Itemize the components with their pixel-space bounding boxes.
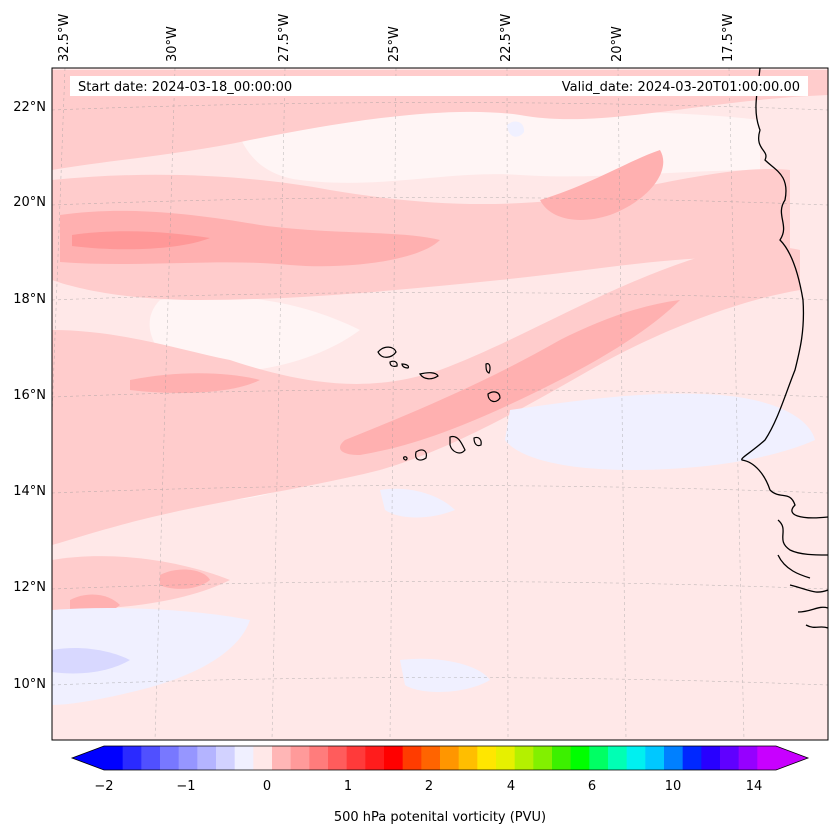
colorbar-swatch	[738, 746, 758, 770]
pv-negative	[380, 488, 455, 518]
lon-label: 20°W	[610, 26, 625, 62]
colorbar-extend-max	[776, 746, 808, 770]
lon-label: 27.5°W	[277, 14, 292, 62]
colorbar-tick: 6	[588, 779, 596, 794]
pv-max	[60, 210, 440, 267]
colorbar-swatch	[178, 746, 198, 770]
colorbar-swatch	[365, 746, 385, 770]
colorbar-swatch	[682, 746, 702, 770]
valid-date-label: Valid_date: 2024-03-20T01:00:00.00	[562, 80, 800, 95]
longitude-labels: 32.5°W 30°W 27.5°W 25°W 22.5°W 20°W 17.5…	[57, 14, 736, 62]
colorbar-swatch	[458, 746, 478, 770]
pv-max	[160, 569, 210, 589]
pv-negative	[52, 608, 250, 705]
lat-label: 16°N	[13, 388, 46, 403]
colorbar-swatch	[141, 746, 161, 770]
pv-max	[540, 150, 664, 220]
colorbar-swatch	[160, 746, 180, 770]
lon-label: 30°W	[165, 26, 180, 62]
colorbar-swatch	[757, 746, 777, 770]
map-frame	[51, 67, 829, 741]
colorbar-swatch	[533, 746, 553, 770]
colorbar-swatch	[664, 746, 684, 770]
colorbar-swatch	[552, 746, 572, 770]
pv-max	[72, 231, 210, 250]
lon-label: 22.5°W	[499, 14, 514, 62]
colorbar-swatch	[570, 746, 590, 770]
colorbar-swatch	[384, 746, 404, 770]
colorbar	[70, 745, 810, 771]
colorbar-swatch	[272, 746, 292, 770]
lat-label: 20°N	[13, 195, 46, 210]
colorbar-tick: −1	[176, 779, 195, 794]
lon-label: 25°W	[387, 26, 402, 62]
lat-label: 12°N	[13, 580, 46, 595]
lon-label: 17.5°W	[721, 14, 736, 62]
lat-label: 10°N	[13, 677, 46, 692]
colorbar-tick: 14	[746, 779, 763, 794]
cape-verde-islands	[377, 346, 501, 461]
colorbar-swatch	[234, 746, 254, 770]
pv-field	[52, 68, 828, 740]
colorbar-swatch	[608, 746, 628, 770]
colorbar-swatch	[645, 746, 665, 770]
start-date-label: Start date: 2024-03-18_00:00:00	[78, 80, 292, 95]
lat-label: 18°N	[13, 292, 46, 307]
colorbar-swatch	[197, 746, 217, 770]
colorbar-extend-min	[72, 746, 104, 770]
colorbar-swatch	[290, 746, 310, 770]
pv-region-light	[149, 296, 360, 373]
colorbar-swatch	[589, 746, 609, 770]
pv-max	[340, 300, 680, 455]
lat-label: 14°N	[13, 484, 46, 499]
colorbar-outline	[70, 745, 810, 771]
colorbar-tick: −2	[94, 779, 113, 794]
latitude-labels: 22°N 20°N 18°N 16°N 14°N 12°N 10°N	[13, 100, 46, 692]
colorbar-tick: 4	[507, 779, 515, 794]
lat-label: 22°N	[13, 100, 46, 115]
colorbar-swatch	[496, 746, 516, 770]
colorbar-swatch	[514, 746, 534, 770]
colorbar-swatch	[104, 746, 124, 770]
date-header-box	[70, 76, 808, 96]
colorbar-swatch	[216, 746, 236, 770]
colorbar-swatch	[122, 746, 142, 770]
colorbar-swatch	[720, 746, 740, 770]
colorbar-tick: 10	[665, 779, 682, 794]
pv-negative	[52, 648, 130, 674]
colorbar-tick: 1	[344, 779, 352, 794]
pv-max	[130, 373, 260, 393]
colorbar-tick: 0	[263, 779, 271, 794]
pv-negative	[505, 393, 815, 470]
colorbar-ticks: −2 −1 0 1 2 4 6 10 14	[94, 779, 762, 794]
colorbar-tick: 2	[425, 779, 433, 794]
colorbar-swatch	[253, 746, 273, 770]
colorbar-swatch	[402, 746, 422, 770]
coastline-africa	[741, 68, 828, 629]
colorbar-swatch	[477, 746, 497, 770]
colorbar-swatch	[328, 746, 348, 770]
colorbar-swatch	[626, 746, 646, 770]
colorbar-swatch	[346, 746, 366, 770]
pv-negative	[400, 658, 490, 692]
lon-label: 32.5°W	[57, 14, 72, 62]
colorbar-swatch	[309, 746, 329, 770]
colorbar-label: 500 hPa potenital vorticity (PVU)	[334, 810, 546, 825]
pv-negative	[507, 121, 525, 137]
colorbar-swatch	[440, 746, 460, 770]
colorbar-swatch	[701, 746, 721, 770]
colorbar-swatch	[421, 746, 441, 770]
